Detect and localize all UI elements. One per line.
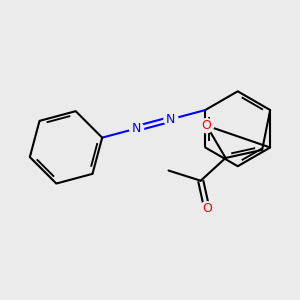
Circle shape <box>130 122 144 136</box>
Circle shape <box>164 112 178 126</box>
Text: N: N <box>166 113 176 126</box>
Text: O: O <box>202 202 212 215</box>
Text: O: O <box>202 119 212 132</box>
Text: N: N <box>132 122 141 135</box>
Circle shape <box>200 118 214 133</box>
Circle shape <box>200 202 214 216</box>
